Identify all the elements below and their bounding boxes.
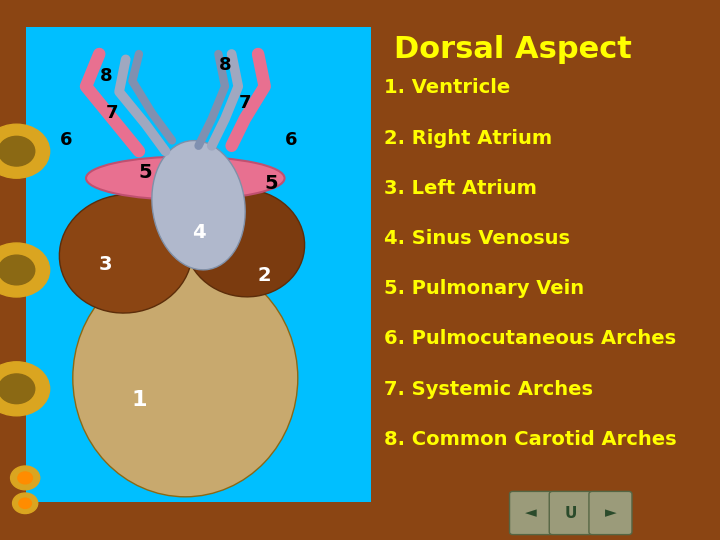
FancyBboxPatch shape (549, 491, 593, 535)
Text: 6: 6 (285, 131, 297, 150)
FancyBboxPatch shape (589, 491, 632, 535)
Text: 1. Ventricle: 1. Ventricle (384, 78, 510, 97)
Text: 8. Common Carotid Arches: 8. Common Carotid Arches (384, 430, 676, 449)
Text: 3. Left Atrium: 3. Left Atrium (384, 179, 536, 198)
Text: 6: 6 (60, 131, 73, 150)
Text: U: U (564, 505, 577, 521)
Text: Dorsal Aspect: Dorsal Aspect (394, 35, 631, 64)
Text: 7: 7 (238, 93, 251, 112)
Circle shape (0, 124, 50, 178)
Text: 2: 2 (258, 266, 271, 285)
Text: 6. Pulmocutaneous Arches: 6. Pulmocutaneous Arches (384, 329, 676, 348)
Circle shape (11, 466, 40, 490)
Circle shape (12, 493, 37, 514)
Text: 8: 8 (99, 66, 112, 85)
Text: 7: 7 (107, 104, 119, 123)
Text: 3: 3 (99, 255, 112, 274)
Circle shape (0, 243, 50, 297)
Ellipse shape (185, 189, 305, 297)
Circle shape (18, 472, 32, 484)
Ellipse shape (86, 157, 284, 200)
Text: ◄: ◄ (525, 505, 537, 521)
Circle shape (0, 362, 50, 416)
Circle shape (0, 136, 35, 166)
Text: 5: 5 (264, 174, 278, 193)
Ellipse shape (73, 259, 298, 497)
Text: 2. Right Atrium: 2. Right Atrium (384, 129, 552, 147)
Text: 8: 8 (219, 56, 231, 74)
Text: 5: 5 (139, 163, 153, 183)
Ellipse shape (152, 140, 246, 270)
FancyBboxPatch shape (510, 491, 552, 535)
Circle shape (19, 498, 32, 509)
Text: 4. Sinus Venosus: 4. Sinus Venosus (384, 229, 570, 248)
Text: 4: 4 (192, 222, 205, 242)
Circle shape (0, 255, 35, 285)
Text: ►: ► (605, 505, 616, 521)
Text: 5. Pulmonary Vein: 5. Pulmonary Vein (384, 279, 584, 298)
Text: 1: 1 (131, 389, 147, 410)
Ellipse shape (59, 194, 192, 313)
Circle shape (0, 374, 35, 403)
Text: 7. Systemic Arches: 7. Systemic Arches (384, 380, 593, 399)
Bar (27, 27, 371, 502)
